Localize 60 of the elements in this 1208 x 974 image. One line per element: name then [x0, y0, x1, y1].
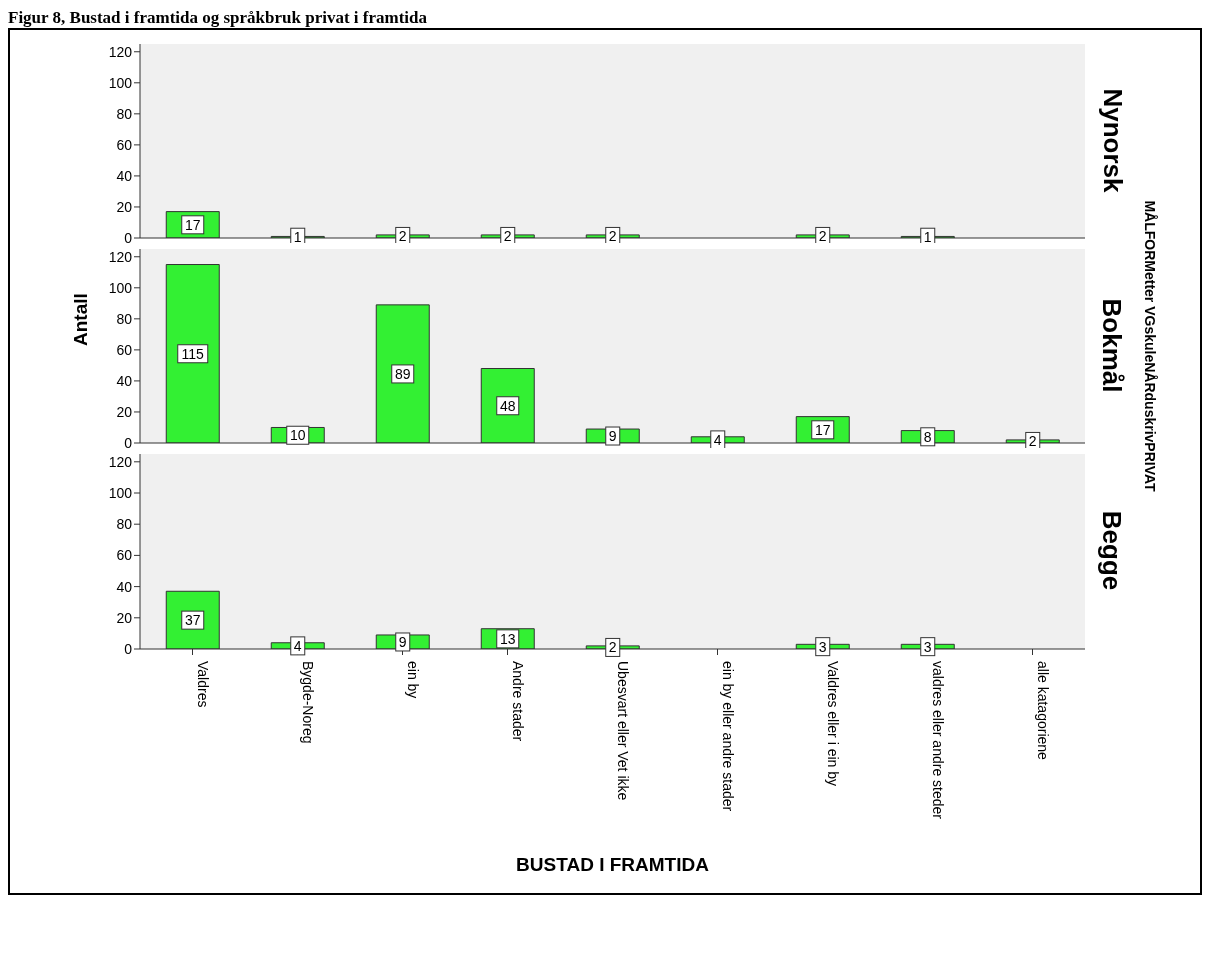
data-label: 4 — [713, 431, 722, 448]
data-label: 3 — [818, 638, 827, 655]
data-label: 89 — [394, 365, 411, 382]
text: Nynorsk — [1096, 88, 1128, 193]
text: MÅLFORMetter VGskuleNÅRduskrivPRIVAT — [1142, 199, 1159, 492]
data-label: 2 — [398, 228, 407, 245]
text: Begge — [1096, 510, 1128, 591]
y-tick-label: 40 — [116, 372, 133, 389]
y-tick-label: 40 — [116, 167, 133, 184]
y-tick-label: 60 — [116, 136, 133, 153]
y-tick-label: 100 — [108, 74, 133, 91]
x-tick-label: ein by — [404, 661, 421, 699]
x-tick-label: Bygde-Noreg — [299, 661, 316, 744]
data-label: 17 — [814, 421, 831, 438]
y-tick-label: 40 — [116, 578, 133, 595]
data-label: 3 — [923, 638, 932, 655]
data-label: 2 — [608, 639, 617, 656]
text: Bokmål — [1096, 298, 1128, 393]
data-label: 4 — [293, 637, 302, 654]
y-axis-title: Antall — [69, 293, 91, 346]
data-label: 10 — [289, 427, 306, 444]
x-tick-label: Ubesvart eller Vet ikke — [614, 661, 631, 801]
x-tick-label: Valdres eller i ein by — [824, 661, 841, 787]
x-tick-label: valdres eller andre steder — [929, 661, 946, 820]
data-label: 9 — [398, 633, 407, 650]
x-tick-label: ein by eller andre stader — [719, 661, 736, 812]
x-tick-label: Valdres — [194, 661, 211, 708]
data-label: 2 — [1028, 433, 1037, 450]
data-label: 9 — [608, 428, 617, 445]
data-label: 8 — [923, 428, 932, 445]
data-label: 1 — [923, 229, 932, 246]
y-tick-label: 20 — [116, 403, 133, 420]
y-tick-label: 100 — [108, 484, 133, 501]
y-tick-label: 120 — [108, 43, 133, 60]
data-label: 2 — [818, 228, 827, 245]
y-tick-label: 120 — [108, 248, 133, 265]
y-tick-label: 0 — [124, 229, 133, 246]
x-tick-label: alle katagoriene — [1034, 661, 1051, 761]
y-tick-label: 20 — [116, 198, 133, 215]
data-label: 13 — [499, 630, 516, 647]
y-tick-label: 80 — [116, 105, 133, 122]
x-axis-title: BUSTAD I FRAMTIDA — [516, 854, 710, 875]
data-label: 17 — [184, 216, 201, 233]
data-label: 37 — [184, 612, 201, 629]
y-tick-label: 0 — [124, 640, 133, 657]
y-tick-label: 80 — [116, 516, 133, 533]
y-tick-label: 120 — [108, 453, 133, 470]
chart-title: Figur 8, Bustad i framtida og språkbruk privat i framtida — [8, 8, 429, 28]
x-tick-label: Andre stader — [509, 661, 526, 742]
y-tick-label: 0 — [124, 434, 133, 451]
y-tick-label: 80 — [116, 310, 133, 327]
y-tick-label: 60 — [116, 547, 133, 564]
data-label: 115 — [181, 345, 205, 362]
y-tick-label: 60 — [116, 341, 133, 358]
y-tick-label: 20 — [116, 609, 133, 626]
data-label: 2 — [608, 228, 617, 245]
data-label: 1 — [293, 229, 302, 246]
y-tick-label: 100 — [108, 279, 133, 296]
data-label: 48 — [499, 397, 516, 414]
data-label: 2 — [503, 228, 512, 245]
